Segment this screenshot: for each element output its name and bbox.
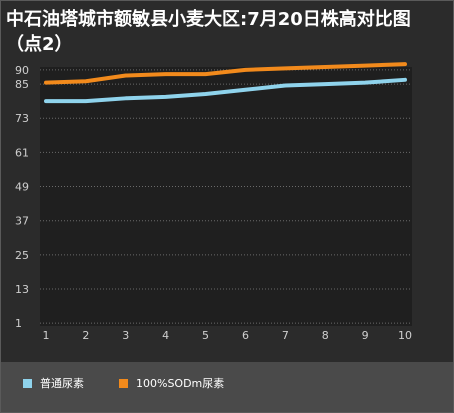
y-tick-label: 13 [15,283,29,296]
legend: 普通尿素 100%SODm尿素 [1,362,453,412]
x-tick-label: 5 [202,329,209,342]
legend-item-series-1: 普通尿素 [23,375,84,391]
legend-item-series-2: 100%SODm尿素 [119,375,224,391]
legend-swatch-series-1 [23,378,32,388]
x-tick-label: 10 [398,329,412,342]
x-tick-label: 3 [122,329,129,342]
series-line-2 [44,62,407,85]
x-tick-label: 8 [322,329,329,342]
legend-swatch-series-2 [119,378,128,388]
x-axis-ticks: 1 2 3 4 5 6 7 8 9 10 [43,329,413,342]
y-tick-label: 73 [15,112,29,125]
x-tick-label: 7 [282,329,289,342]
y-tick-label: 49 [15,181,29,194]
plot-area [40,67,412,326]
x-tick-label: 9 [362,329,369,342]
y-tick-label: 37 [15,215,29,228]
legend-label-series-2: 100%SODm尿素 [136,377,225,390]
y-tick-label: 1 [15,317,22,330]
y-tick-label: 61 [15,146,29,159]
x-tick-label: 6 [242,329,249,342]
y-tick-label: 25 [15,249,29,262]
series-line-1 [44,77,407,104]
series-layer [44,62,407,104]
y-tick-label: 85 [15,78,29,91]
x-tick-label: 2 [82,329,89,342]
x-tick-label: 4 [162,329,169,342]
y-tick-label: 90 [15,64,29,77]
x-tick-label: 1 [43,329,50,342]
chart-title: 中石油塔城市额敏县小麦大区:7月20日株高对比图（点2） [6,9,411,55]
legend-label-series-1: 普通尿素 [40,377,84,390]
